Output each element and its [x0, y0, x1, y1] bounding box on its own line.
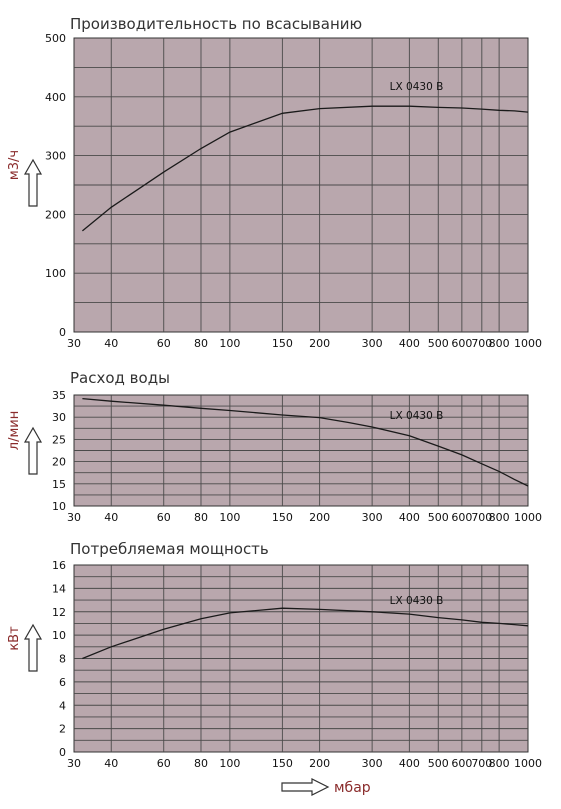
x-axis-label: мбар [334, 780, 371, 796]
y-tick-label: 25 [52, 433, 66, 446]
x-tick-label: 1000 [514, 757, 542, 770]
x-tick-label: 300 [362, 511, 383, 524]
y-tick-label: 500 [45, 32, 66, 45]
up-arrow-icon [23, 158, 43, 207]
x-tick-label: 600 [451, 337, 472, 350]
x-tick-label: 400 [399, 337, 420, 350]
x-tick-label: 60 [157, 511, 171, 524]
x-tick-label: 60 [157, 337, 171, 350]
x-tick-label: 800 [489, 757, 510, 770]
y-tick-label: 300 [45, 150, 66, 163]
y-tick-label: 14 [52, 582, 66, 595]
x-tick-label: 1000 [514, 337, 542, 350]
x-tick-label: 40 [104, 511, 118, 524]
y-axis-label: л/мин [7, 411, 22, 450]
x-tick-label: 400 [399, 757, 420, 770]
x-tick-label: 100 [219, 757, 240, 770]
x-tick-label: 100 [219, 337, 240, 350]
series-line [81, 105, 529, 232]
x-tick-label: 500 [428, 511, 449, 524]
y-tick-label: 10 [52, 629, 66, 642]
y-tick-label: 2 [59, 723, 66, 736]
x-tick-label: 700 [471, 757, 492, 770]
y-tick-label: 12 [52, 606, 66, 619]
x-tick-label: 150 [272, 757, 293, 770]
y-tick-label: 8 [59, 653, 66, 666]
series-label: LX 0430 B [390, 595, 444, 607]
chart-title: Расход воды [70, 369, 170, 387]
y-tick-label: 200 [45, 208, 66, 221]
x-tick-label: 150 [272, 337, 293, 350]
x-tick-label: 100 [219, 511, 240, 524]
x-tick-label: 300 [362, 337, 383, 350]
y-tick-label: 0 [59, 326, 66, 339]
y-tick-label: 30 [52, 411, 66, 424]
x-tick-label: 500 [428, 337, 449, 350]
y-axis-label: кВт [7, 626, 22, 651]
x-tick-label: 1000 [514, 511, 542, 524]
x-tick-label: 40 [104, 337, 118, 350]
y-tick-label: 20 [52, 456, 66, 469]
chart-3: Потребляемая мощность 0 2 4 6 8 10 12 14 16 30 40 60… [7, 540, 542, 796]
chart-2: Расход воды 10 15 20 25 30 35 30 40 60 80 100 150 200… [7, 369, 542, 524]
x-tick-label: 60 [157, 757, 171, 770]
series-line [82, 607, 529, 660]
x-tick-label: 700 [471, 337, 492, 350]
y-tick-label: 400 [45, 91, 66, 104]
x-tick-label: 200 [309, 511, 330, 524]
x-tick-label: 600 [451, 757, 472, 770]
y-tick-label: 6 [59, 676, 66, 689]
x-tick-label: 80 [194, 337, 208, 350]
x-tick-label: 400 [399, 511, 420, 524]
y-tick-label: 35 [52, 389, 66, 402]
series-label: LX 0430 B [390, 410, 444, 422]
x-tick-label: 30 [67, 337, 81, 350]
y-tick-label: 10 [52, 500, 66, 513]
x-tick-label: 300 [362, 757, 383, 770]
chart-1: Производительность по всасыванию 0 100 200 3… [7, 15, 542, 350]
x-tick-label: 600 [451, 511, 472, 524]
series-label: LX 0430 B [390, 81, 444, 93]
series-line [82, 397, 529, 487]
x-tick-label: 150 [272, 511, 293, 524]
x-tick-label: 30 [67, 511, 81, 524]
right-arrow-icon [281, 778, 330, 796]
up-arrow-icon [23, 623, 43, 672]
y-tick-label: 100 [45, 267, 66, 280]
x-tick-label: 40 [104, 757, 118, 770]
y-tick-label: 4 [59, 699, 66, 712]
x-tick-label: 80 [194, 511, 208, 524]
x-tick-label: 800 [489, 511, 510, 524]
chart-title: Производительность по всасыванию [70, 15, 362, 33]
x-tick-label: 800 [489, 337, 510, 350]
x-tick-label: 30 [67, 757, 81, 770]
up-arrow-icon [23, 426, 43, 475]
x-tick-label: 200 [309, 337, 330, 350]
x-tick-label: 200 [309, 757, 330, 770]
y-tick-label: 15 [52, 478, 66, 491]
chart-title: Потребляемая мощность [70, 540, 269, 558]
y-tick-label: 0 [59, 746, 66, 759]
y-tick-label: 16 [52, 559, 66, 572]
y-axis-label: м3/ч [7, 150, 22, 180]
x-tick-label: 80 [194, 757, 208, 770]
x-tick-label: 700 [471, 511, 492, 524]
x-tick-label: 500 [428, 757, 449, 770]
